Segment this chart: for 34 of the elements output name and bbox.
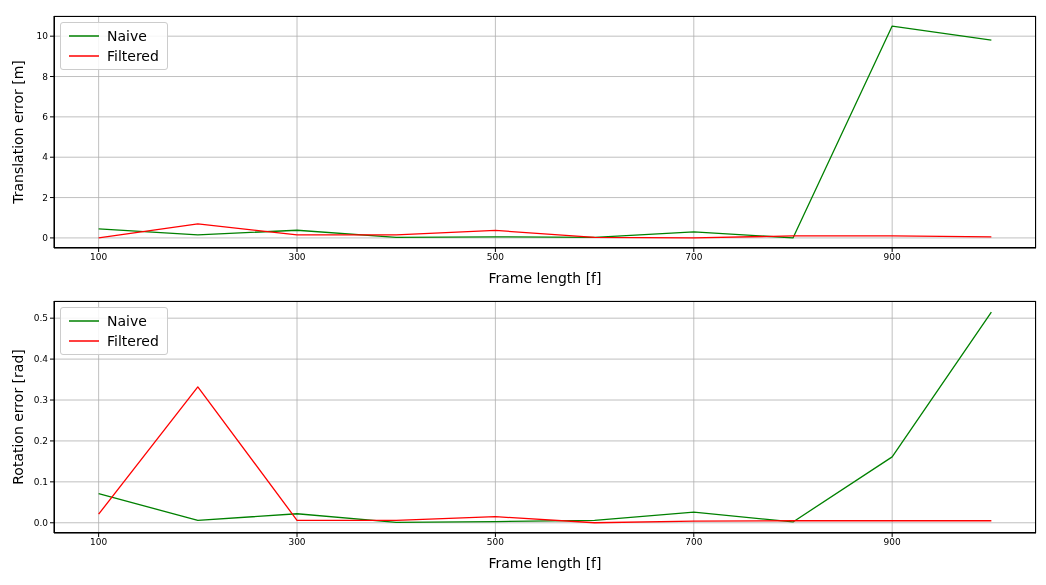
x-tick-label: 700 [685,537,703,548]
legend-label: Naive [107,27,147,46]
x-tick-label: 900 [883,537,902,548]
x-axis-title: Frame length [f] [488,270,602,286]
x-tick-label: 700 [685,252,703,263]
x-tick-label: 500 [486,252,505,263]
y-tick-label: 0.4 [33,354,49,365]
y-tick-label: 0.0 [33,517,49,528]
x-tick-label: 300 [288,537,306,548]
y-tick-label: 0 [42,233,49,244]
line-series [97,386,993,524]
y-tick-label: 6 [42,112,49,123]
y-tick-label: 2 [42,192,48,203]
x-tick-label: 500 [486,537,505,548]
y-tick-label: 8 [42,71,49,82]
x-tick-label: 100 [90,537,108,548]
y-axis-title: Translation error [m] [9,60,26,205]
x-tick-label: 300 [288,252,306,263]
y-tick-label: 0.3 [33,395,48,406]
line-series [97,311,993,524]
y-axis-title: Rotation error [rad] [9,349,26,485]
x-tick-label: 100 [90,252,108,263]
x-tick-label: 900 [883,252,902,263]
y-tick-label: 0.2 [33,436,48,447]
legend-label: Naive [107,312,147,331]
y-tick-label: 0.1 [33,477,48,488]
y-tick-label: 4 [42,152,49,163]
legend-label: Filtered [107,47,159,66]
x-axis-title: Frame length [f] [488,555,602,571]
line-series [97,25,993,239]
legend-label: Filtered [107,332,159,351]
y-tick-label: 10 [36,31,49,42]
line-series [97,223,993,239]
y-tick-label: 0.5 [33,313,48,324]
